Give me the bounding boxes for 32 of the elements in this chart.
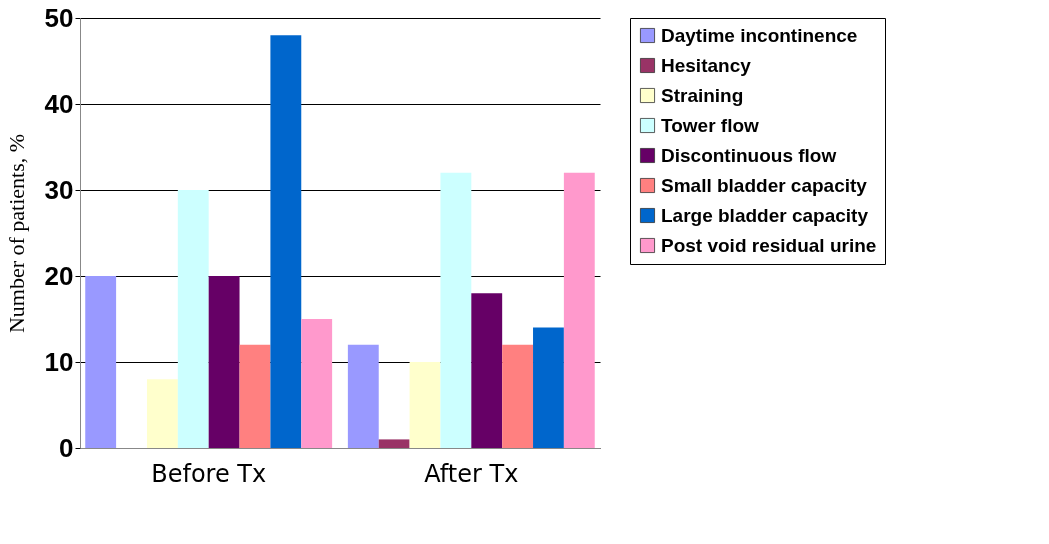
- bar: [471, 293, 503, 448]
- legend-label: Hesitancy: [661, 54, 752, 76]
- x-tick-label: After Tx: [424, 459, 519, 488]
- legend-label: Daytime incontinence: [661, 24, 858, 46]
- y-tick-label: 0: [59, 432, 74, 463]
- y-tick-label: 10: [44, 346, 74, 377]
- bar: [85, 276, 117, 448]
- y-tick-label: 20: [44, 260, 74, 291]
- bar: [270, 35, 302, 448]
- y-tick-label: 30: [44, 174, 74, 205]
- y-tick-label: 50: [44, 2, 74, 33]
- legend-label: Post void residual urine: [661, 234, 877, 256]
- bar: [239, 344, 271, 448]
- bar: [177, 190, 209, 448]
- bar: [208, 276, 240, 448]
- bar: [563, 172, 595, 448]
- y-tick-label: 40: [44, 88, 74, 119]
- legend-label: Large bladder capacity: [661, 204, 869, 226]
- bar: [378, 439, 410, 448]
- bar: [146, 379, 178, 448]
- legend-label: Straining: [661, 84, 744, 106]
- bar: [533, 327, 564, 448]
- legend-label: Discontinuous flow: [661, 144, 837, 166]
- legend-label: Tower flow: [661, 114, 760, 136]
- y-axis-title: Number of patients, %: [3, 133, 29, 334]
- bar: [409, 362, 441, 448]
- legend-label: Small bladder capacity: [661, 174, 868, 196]
- x-tick-label: Before Tx: [151, 459, 267, 488]
- bar: [440, 172, 472, 448]
- bar: [301, 319, 333, 448]
- bar: [502, 344, 534, 448]
- bar: [347, 344, 379, 448]
